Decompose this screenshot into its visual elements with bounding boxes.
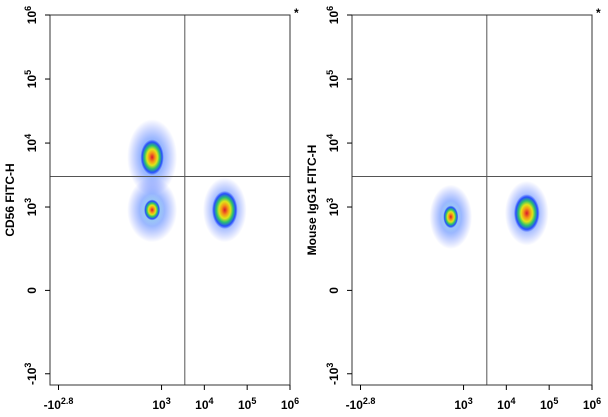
density-core bbox=[140, 139, 164, 176]
y-tick-label: 104 bbox=[23, 134, 39, 152]
y-tick-label: 104 bbox=[325, 134, 341, 152]
x-tick-label: 106 bbox=[281, 396, 299, 412]
x-tick-label: 103 bbox=[152, 396, 170, 412]
y-tick-label: -103 bbox=[325, 363, 341, 385]
plot: -102.8 103 104 105 106 -103 0 103 104 105 106 CD56 … bbox=[3, 6, 299, 412]
corner-marker: * bbox=[596, 6, 601, 20]
corner-marker: * bbox=[294, 6, 299, 20]
density-core bbox=[443, 205, 459, 229]
plot-frame bbox=[351, 14, 593, 386]
x-tick-label: 105 bbox=[540, 396, 558, 412]
x-tick-label: 105 bbox=[238, 396, 256, 412]
x-tick-label: 106 bbox=[583, 396, 601, 412]
density-core bbox=[211, 190, 238, 229]
x-tick-label: -102.8 bbox=[346, 396, 376, 412]
y-tick-label: 106 bbox=[23, 6, 39, 24]
y-tick-label: 0 bbox=[327, 287, 341, 294]
y-tick-label: -103 bbox=[23, 363, 39, 385]
plot: -102.8 103 104 105 106 -103 0 103 104 105 106 Mouse… bbox=[305, 6, 601, 412]
y-tick-label: 103 bbox=[325, 198, 341, 216]
x-tick-label: 104 bbox=[497, 396, 515, 412]
y-axis-title: Mouse IgG1 FITC-H bbox=[305, 145, 319, 256]
y-tick-label: 103 bbox=[23, 198, 39, 216]
x-tick-label: -102.8 bbox=[44, 396, 74, 412]
plot-area bbox=[429, 180, 549, 250]
y-tick-label: 106 bbox=[325, 6, 341, 24]
x-tick-label: 103 bbox=[454, 396, 472, 412]
y-tick-label: 0 bbox=[25, 287, 39, 294]
density-core bbox=[144, 199, 161, 221]
density-core bbox=[513, 194, 540, 233]
plot-area bbox=[127, 119, 247, 243]
y-tick-label: 105 bbox=[23, 70, 39, 88]
x-tick-label: 104 bbox=[195, 396, 213, 412]
y-tick-label: 105 bbox=[325, 70, 341, 88]
y-axis-title: CD56 FITC-H bbox=[3, 163, 17, 236]
plot-frame bbox=[49, 14, 291, 386]
